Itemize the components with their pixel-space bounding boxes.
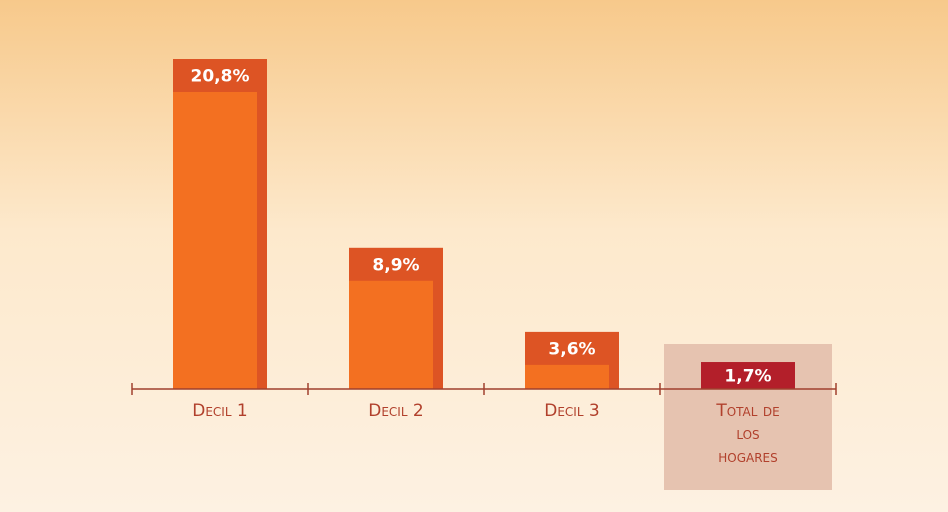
- value-label: 1,7%: [724, 367, 771, 387]
- category-label: Decil 1: [192, 401, 248, 421]
- category-label: Decil 3: [544, 401, 600, 421]
- value-label: 8,9%: [372, 255, 419, 275]
- category-label: Total de los hogares: [716, 401, 780, 467]
- value-label: 3,6%: [548, 339, 595, 359]
- bar-face: [173, 92, 257, 389]
- bar-face: [349, 280, 433, 389]
- bar-face: [525, 364, 609, 389]
- bar: [701, 362, 795, 389]
- category-label: Decil 2: [368, 401, 424, 421]
- value-label: 20,8%: [191, 67, 250, 87]
